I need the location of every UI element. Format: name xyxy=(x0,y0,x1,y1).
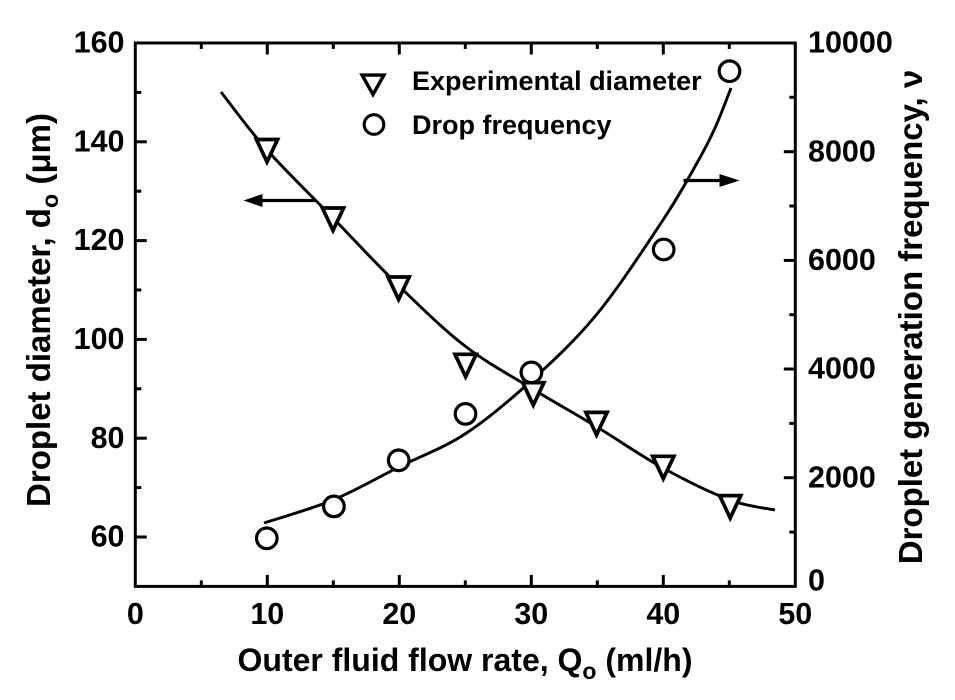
svg-text:8000: 8000 xyxy=(808,134,876,168)
svg-text:Drop frequency: Drop frequency xyxy=(412,110,612,140)
svg-text:20: 20 xyxy=(382,597,416,631)
svg-text:10000: 10000 xyxy=(808,26,893,60)
svg-text:100: 100 xyxy=(74,322,125,356)
svg-text:140: 140 xyxy=(74,124,125,158)
svg-text:30: 30 xyxy=(514,597,548,631)
svg-text:4000: 4000 xyxy=(808,352,876,386)
svg-text:40: 40 xyxy=(646,597,680,631)
svg-text:60: 60 xyxy=(91,520,125,554)
svg-text:0: 0 xyxy=(808,564,825,598)
svg-text:6000: 6000 xyxy=(808,243,876,277)
svg-text:160: 160 xyxy=(74,26,125,60)
svg-text:120: 120 xyxy=(74,223,125,257)
svg-text:10: 10 xyxy=(250,597,284,631)
svg-text:Experimental diameter: Experimental diameter xyxy=(412,66,702,96)
svg-text:50: 50 xyxy=(778,597,812,631)
svg-text:Droplet diameter, do (μm): Droplet diameter, do (μm) xyxy=(20,113,63,507)
svg-text:Droplet generation frequency,: Droplet generation frequency, ν xyxy=(892,70,929,564)
svg-text:0: 0 xyxy=(127,597,144,631)
svg-text:80: 80 xyxy=(91,421,125,455)
svg-text:Outer fluid flow rate, Qo (ml/: Outer fluid flow rate, Qo (ml/h) xyxy=(238,642,693,684)
svg-text:2000: 2000 xyxy=(808,460,876,494)
